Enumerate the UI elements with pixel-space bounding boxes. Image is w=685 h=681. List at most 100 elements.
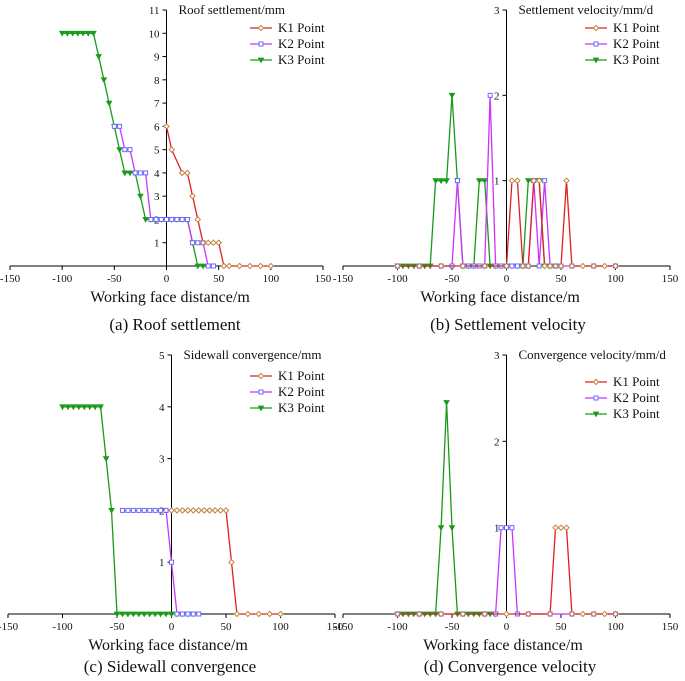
data-point [204,239,212,247]
data-point [79,30,87,37]
data-point [102,456,110,463]
x-tick-label: 0 [504,621,510,633]
chart-d: -150 -100 -50 0 50 100 150 1 2 3 Convergence veloc… [333,347,679,676]
data-point [169,559,174,565]
data-point [546,610,554,618]
x-tick-label: 0 [169,621,175,633]
x-tick-label: 0 [504,273,510,285]
data-point [437,178,445,185]
x-tick-label: 150 [327,621,344,633]
data-point [233,610,241,618]
data-point [481,610,489,618]
data-point [266,610,273,618]
data-point [91,404,99,411]
chart-caption: (b) Settlement velocity [430,315,586,334]
data-point [568,610,576,618]
data-point [601,262,608,270]
y-tick-label: 5 [159,350,165,362]
data-point [122,147,128,153]
legend-label: K3 Point [278,400,325,415]
data-point [557,524,565,531]
data-point [190,611,196,617]
data-point [552,524,559,531]
y-tick-label: 5 [154,145,160,157]
data-point [514,177,521,184]
data-point [519,262,527,270]
data-point [137,170,143,176]
data-point [211,507,219,514]
data-point [179,216,185,222]
y-tick-label: 1 [494,523,500,535]
data-point [210,263,216,269]
y-tick-label: 6 [154,121,160,133]
x-tick-label: -100 [52,621,73,633]
legend-label: K1 Point [278,368,325,383]
data-point [244,610,252,618]
data-point [58,30,66,37]
data-point [90,30,97,37]
data-point [195,507,203,514]
legend-label: K1 Point [613,20,660,35]
y-tick-label: 3 [494,350,500,362]
data-point [95,54,102,60]
data-point [189,192,196,200]
data-point [612,262,619,270]
legend-marker [258,389,264,395]
data-point [394,610,401,618]
data-point [487,92,493,98]
data-point [194,263,202,270]
data-point [514,263,520,269]
legend-marker [257,372,265,380]
legend-label: K3 Point [278,52,325,67]
data-point [86,404,94,411]
data-point [579,610,587,618]
data-point [508,177,516,184]
data-point [174,611,180,617]
data-point [178,169,186,177]
series-k3 [58,30,207,270]
chart-b: -150 -100 -50 0 50 100 150 1 2 3 Settlement veloci… [333,2,679,334]
data-point [111,123,117,129]
data-point [64,404,72,411]
legend-marker [592,378,600,386]
data-point [137,193,144,200]
data-point [119,611,126,618]
data-point [195,240,201,246]
data-point [579,262,587,270]
data-point [162,611,170,618]
data-point [557,262,565,270]
data-point [199,239,207,247]
data-point [504,525,509,531]
x-tick-label: 150 [662,273,679,285]
legend-marker [258,41,264,47]
data-point [601,610,608,618]
x-tick-label: 50 [221,621,233,633]
data-point [503,262,510,270]
legend-label: K3 Point [613,406,660,421]
x-tick-label: 100 [263,273,280,285]
data-point [257,262,264,270]
legend-marker [592,411,600,418]
data-point [563,177,570,184]
y-tick-label: 7 [154,98,160,110]
data-point [135,611,143,618]
data-point [126,170,134,177]
legend-marker [593,395,599,401]
data-point [443,400,450,406]
data-point [74,30,82,37]
chart-title: Roof settlement/mm [179,2,286,17]
data-point [119,507,125,513]
y-tick-label: 3 [159,454,165,466]
data-point [524,262,532,270]
data-point [503,610,510,618]
y-tick-label: 4 [154,168,160,180]
y-tick-label: 10 [149,28,161,40]
legend-label: K2 Point [613,390,660,405]
data-point [142,217,149,223]
x-tick-label: -50 [107,273,122,285]
x-tick-label: -100 [387,273,408,285]
data-point [437,262,445,270]
data-point [563,524,570,531]
series-line [397,402,496,615]
